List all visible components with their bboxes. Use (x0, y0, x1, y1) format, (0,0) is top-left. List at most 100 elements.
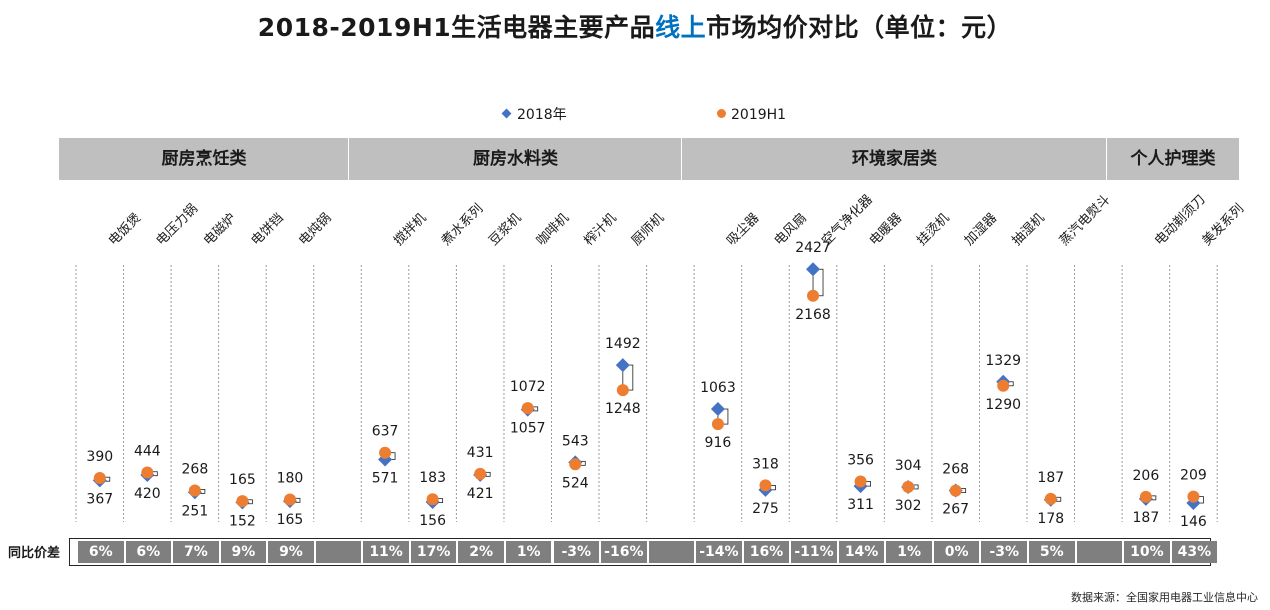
marker-2019h1 (616, 384, 629, 397)
value-label-lower: 251 (182, 503, 209, 519)
value-label-upper: 1063 (700, 380, 736, 396)
product-label: 豆浆机 (486, 211, 524, 249)
diff-cell: 16% (743, 541, 790, 563)
marker-2018 (615, 358, 630, 373)
marker-2019h1 (569, 458, 582, 471)
diff-cell: 1% (886, 541, 932, 563)
marker-2019h1 (902, 480, 915, 493)
legend-item-2019h1[interactable]: 2019H1 (717, 106, 786, 124)
value-label-lower: 146 (1180, 514, 1207, 530)
diff-row: 6% 6% 7% 9% 9% 11% 17% 2% 1% -3% -16% -14% 16% -11% 14… (69, 538, 1218, 566)
legend-label-2018: 2018年 (517, 107, 567, 123)
diff-cell: 10% (1124, 541, 1170, 563)
product-label: 抽湿机 (1009, 211, 1047, 249)
diff-cell: 9% (268, 541, 314, 563)
title-prefix: 2018-2019H1生活电器主要产品 (257, 13, 656, 42)
marker-2019h1 (426, 493, 439, 506)
diff-row-label: 同比价差 (8, 546, 61, 561)
diff-cell: 43% (1171, 541, 1218, 563)
value-label-upper: 1072 (510, 379, 546, 395)
marker-2019h1 (141, 466, 154, 479)
value-label-upper: 543 (562, 433, 589, 449)
marker-2019h1 (807, 289, 820, 302)
category-personal-care: 个人护理类 (1130, 149, 1216, 169)
product-label: 煮水系列 (439, 201, 486, 248)
value-label-lower: 275 (752, 501, 779, 517)
diff-cell: 1% (505, 541, 552, 563)
value-label-upper: 1329 (985, 353, 1021, 369)
marker-2019h1 (379, 446, 392, 459)
marker-2019h1 (1139, 490, 1152, 503)
marker-2019h1 (1187, 490, 1200, 503)
value-label-lower: 165 (277, 512, 304, 528)
value-label-upper: 268 (182, 462, 209, 478)
marker-2018 (806, 262, 821, 277)
diff-cell: -11% (791, 541, 837, 563)
title-highlight: 线上 (655, 13, 707, 42)
title-suffix: 市场均价对比（单位：元） (706, 13, 1013, 42)
value-label-upper: 206 (1133, 468, 1160, 484)
value-label-lower: 311 (847, 497, 874, 513)
marker-2019h1 (711, 418, 724, 431)
value-label-upper: 2427 (795, 240, 831, 256)
value-label-upper: 268 (942, 462, 969, 478)
product-label: 搅拌机 (391, 210, 430, 249)
category-kitchen-water: 厨房水料类 (473, 149, 558, 169)
value-label-lower: 1057 (510, 421, 546, 437)
value-label-upper: 356 (847, 453, 874, 469)
legend-item-2018[interactable]: 2018年 (501, 106, 567, 124)
chart-plot: 电饭煲 390 367 电压力锅 444 420 电磁炉 268 251 电饼铛 165 152 电炖锅… (75, 192, 1247, 530)
diff-cell: 17% (410, 541, 457, 563)
diff-cell: 0% (933, 541, 980, 563)
value-label-lower: 152 (229, 513, 256, 529)
marker-2019h1 (854, 475, 867, 488)
marker-2019h1 (188, 484, 201, 497)
diff-cell: -3% (981, 541, 1027, 563)
value-label-upper: 390 (86, 449, 113, 465)
product-label: 电暖器 (867, 211, 905, 249)
category-divider (348, 138, 349, 180)
product-label: 挂烫机 (914, 211, 952, 249)
value-label-upper: 318 (752, 456, 779, 472)
product-label: 电饼铛 (249, 211, 287, 249)
diff-cell: -16% (601, 541, 647, 563)
product-label: 美发系列 (1199, 201, 1247, 249)
value-label-lower: 420 (134, 486, 161, 502)
marker-2019h1 (997, 379, 1010, 392)
value-label-lower: 571 (372, 470, 399, 486)
marker-2019h1 (474, 467, 487, 480)
diff-cell-empty (315, 541, 362, 563)
marker-2019h1 (283, 493, 296, 506)
product-label: 吸尘器 (724, 211, 762, 249)
diff-cell: -3% (553, 541, 600, 563)
value-label-upper: 444 (134, 443, 161, 459)
value-label-lower: 367 (86, 491, 113, 507)
product-label: 加湿器 (962, 211, 1000, 249)
value-label-upper: 187 (1037, 470, 1064, 486)
product-label: 电饭煲 (105, 210, 144, 249)
diff-cell: 14% (838, 541, 885, 563)
category-kitchen-cooking: 厨房烹饪类 (161, 149, 247, 169)
marker-2019h1 (949, 484, 962, 497)
value-label-lower: 156 (419, 513, 446, 529)
marker-2019h1 (1044, 492, 1057, 505)
product-label: 蒸汽电熨斗 (1057, 192, 1114, 249)
diff-cell: 6% (125, 541, 172, 563)
data-source-note: 数据来源：全国家用电器工业信息中心 (1071, 591, 1258, 604)
value-label-lower: 1290 (985, 397, 1021, 413)
product-label: 电动剃须刀 (1152, 192, 1209, 249)
diff-cell: 5% (1029, 541, 1075, 563)
product-label: 咖啡机 (534, 211, 572, 249)
value-label-upper: 180 (277, 471, 304, 487)
diff-cell: 7% (173, 541, 219, 563)
value-label-upper: 183 (419, 470, 446, 486)
diff-cell-empty (648, 541, 695, 563)
category-environment-home: 环境家居类 (852, 149, 937, 169)
value-label-upper: 304 (895, 458, 922, 474)
chart-title: 2018-2019H1生活电器主要产品线上市场均价对比（单位：元） (0, 8, 1270, 44)
product-label: 厨师机 (629, 211, 667, 249)
diff-cell: -14% (696, 541, 742, 563)
circle-marker-icon (717, 109, 726, 118)
value-label-lower: 302 (895, 498, 922, 514)
product-label: 电磁炉 (201, 211, 239, 249)
